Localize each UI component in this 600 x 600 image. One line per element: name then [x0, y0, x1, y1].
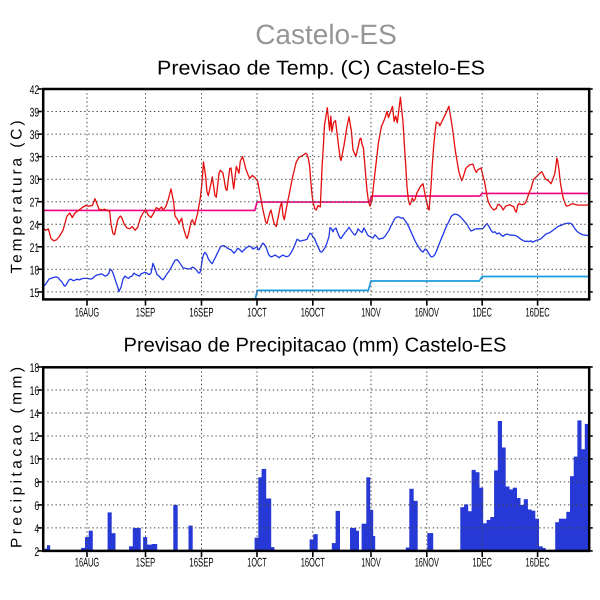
svg-text:33: 33 [30, 151, 40, 165]
svg-text:21: 21 [30, 241, 40, 255]
svg-text:14: 14 [30, 407, 40, 421]
svg-text:16OCT: 16OCT [301, 305, 325, 319]
svg-text:1NOV: 1NOV [361, 305, 381, 319]
svg-text:12: 12 [30, 430, 40, 444]
svg-text:1OCT: 1OCT [247, 305, 267, 319]
svg-text:Previsao de Temp. (C) Castelo-: Previsao de Temp. (C) Castelo-ES [157, 58, 485, 80]
svg-text:1SEP: 1SEP [136, 305, 155, 319]
svg-text:36: 36 [30, 128, 40, 142]
svg-text:1OCT: 1OCT [247, 556, 267, 570]
svg-text:16DEC: 16DEC [526, 556, 550, 570]
svg-text:18: 18 [30, 361, 40, 375]
svg-text:30: 30 [30, 173, 40, 187]
svg-text:16OCT: 16OCT [301, 556, 325, 570]
svg-text:16AUG: 16AUG [75, 556, 99, 570]
svg-text:39: 39 [30, 106, 40, 120]
svg-text:18: 18 [30, 263, 40, 277]
svg-text:16NOV: 16NOV [415, 305, 440, 319]
svg-text:Temperatura (C): Temperatura (C) [8, 121, 25, 274]
svg-text:Castelo-ES: Castelo-ES [255, 19, 397, 50]
svg-text:16SEP: 16SEP [189, 305, 213, 319]
svg-text:10: 10 [30, 453, 40, 467]
svg-text:16AUG: 16AUG [75, 305, 99, 319]
svg-text:1DEC: 1DEC [473, 556, 492, 570]
svg-text:Previsao de Precipitacao (mm): Previsao de Precipitacao (mm) Castelo-ES [124, 335, 507, 357]
svg-text:1NOV: 1NOV [361, 556, 381, 570]
svg-text:Precipitacao (mm): Precipitacao (mm) [8, 367, 25, 548]
svg-text:2: 2 [34, 545, 39, 559]
svg-text:16: 16 [30, 384, 40, 398]
svg-text:15: 15 [30, 286, 40, 300]
svg-text:16NOV: 16NOV [415, 556, 440, 570]
svg-text:42: 42 [30, 83, 40, 97]
svg-text:24: 24 [30, 218, 40, 232]
svg-text:27: 27 [30, 196, 40, 210]
svg-text:4: 4 [34, 522, 39, 536]
svg-text:16SEP: 16SEP [189, 556, 213, 570]
svg-text:8: 8 [34, 476, 39, 490]
svg-text:16DEC: 16DEC [526, 305, 550, 319]
svg-text:1DEC: 1DEC [473, 305, 492, 319]
svg-text:1SEP: 1SEP [136, 556, 155, 570]
svg-text:6: 6 [34, 499, 39, 513]
